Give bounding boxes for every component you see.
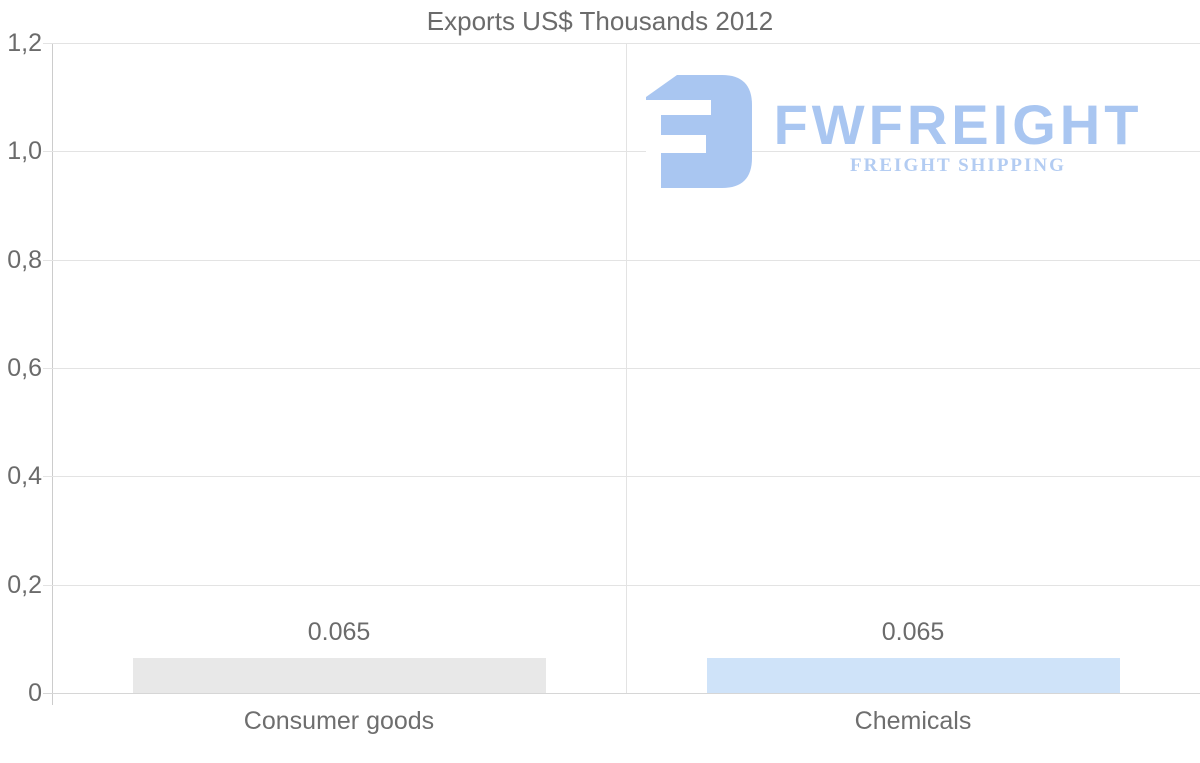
- bar-value-label: 0.065: [881, 618, 945, 646]
- bar-value-label: 0.065: [307, 618, 371, 646]
- gridline: [43, 260, 1200, 261]
- y-axis-tick-label: 0,2: [7, 571, 42, 599]
- brand-logo: FWFREIGHT FREIGHT SHIPPING: [645, 75, 1155, 190]
- chart-title: Exports US$ Thousands 2012: [426, 6, 774, 36]
- y-axis-tick-label: 0: [28, 679, 42, 707]
- gridline: [43, 151, 1200, 152]
- brand-tagline: FREIGHT SHIPPING: [850, 155, 1066, 176]
- gridline: [43, 43, 1200, 44]
- brand-name: FWFREIGHT: [773, 93, 1143, 156]
- x-axis-baseline: [43, 693, 1200, 694]
- y-axis-tick-label: 1,0: [7, 137, 42, 165]
- category-label: Consumer goods: [243, 707, 435, 735]
- y-axis-tick-label: 0,8: [7, 246, 42, 274]
- bar-chemicals[interactable]: [707, 658, 1120, 693]
- y-axis-tick-label: 0,6: [7, 354, 42, 382]
- y-axis-tick-label: 0,4: [7, 462, 42, 490]
- gridline: [43, 476, 1200, 477]
- category-label: Chemicals: [854, 707, 972, 735]
- gridline: [43, 368, 1200, 369]
- bar-consumer-goods[interactable]: [133, 658, 546, 693]
- y-axis-line: [52, 43, 53, 705]
- gridline: [43, 585, 1200, 586]
- y-axis-tick-label: 1,2: [7, 29, 42, 57]
- plot-area: 1,2 1,0 0,8 0,6 0,4 0,2 0 0.065 Consumer goods 0.…: [7, 29, 1200, 735]
- category-divider: [626, 43, 627, 693]
- fwfreight-logo-icon: [646, 75, 752, 188]
